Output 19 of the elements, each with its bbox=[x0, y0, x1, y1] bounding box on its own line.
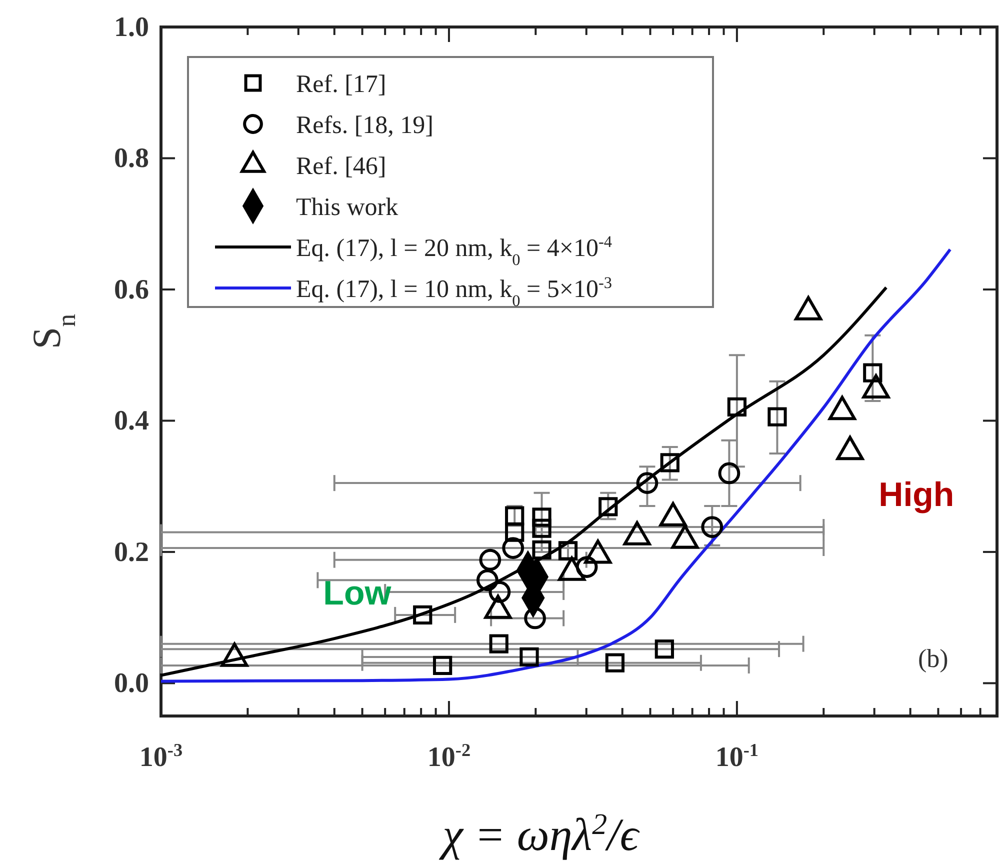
legend-label: Ref. [46] bbox=[296, 153, 386, 180]
y-tick-label: 0.6 bbox=[114, 274, 149, 306]
annotation: High bbox=[878, 476, 954, 514]
y-tick-label: 1.0 bbox=[114, 12, 149, 43]
legend-label: Refs. [18, 19] bbox=[296, 112, 434, 139]
legend-label: Eq. (17), l = 20 nm, k$_{0}$ = 4×10$^{-4}$ bbox=[296, 233, 612, 269]
legend-label: Eq. (17), l = 10 nm, k$_{0}$ = 5×10$^{-3}$ bbox=[296, 274, 612, 310]
y-tick-label: 0.2 bbox=[114, 536, 149, 568]
x-tick-label: 10$^{-3}$ bbox=[139, 740, 183, 773]
legend-label: Ref. [17] bbox=[296, 71, 386, 98]
y-tick-label: 0.8 bbox=[114, 143, 149, 174]
x-tick-label: 10$^{-2}$ bbox=[427, 740, 471, 773]
annotation: (b) bbox=[918, 644, 948, 673]
legend-label: This work bbox=[296, 194, 399, 221]
annotation: Low bbox=[323, 574, 392, 612]
x-axis-title: χ = ωηλ$^{2}$/ϵ bbox=[438, 808, 641, 860]
y-tick-label: 0.4 bbox=[114, 406, 149, 437]
x-tick-label: 10$^{-1}$ bbox=[715, 740, 759, 773]
y-tick-label: 0.0 bbox=[114, 668, 149, 700]
